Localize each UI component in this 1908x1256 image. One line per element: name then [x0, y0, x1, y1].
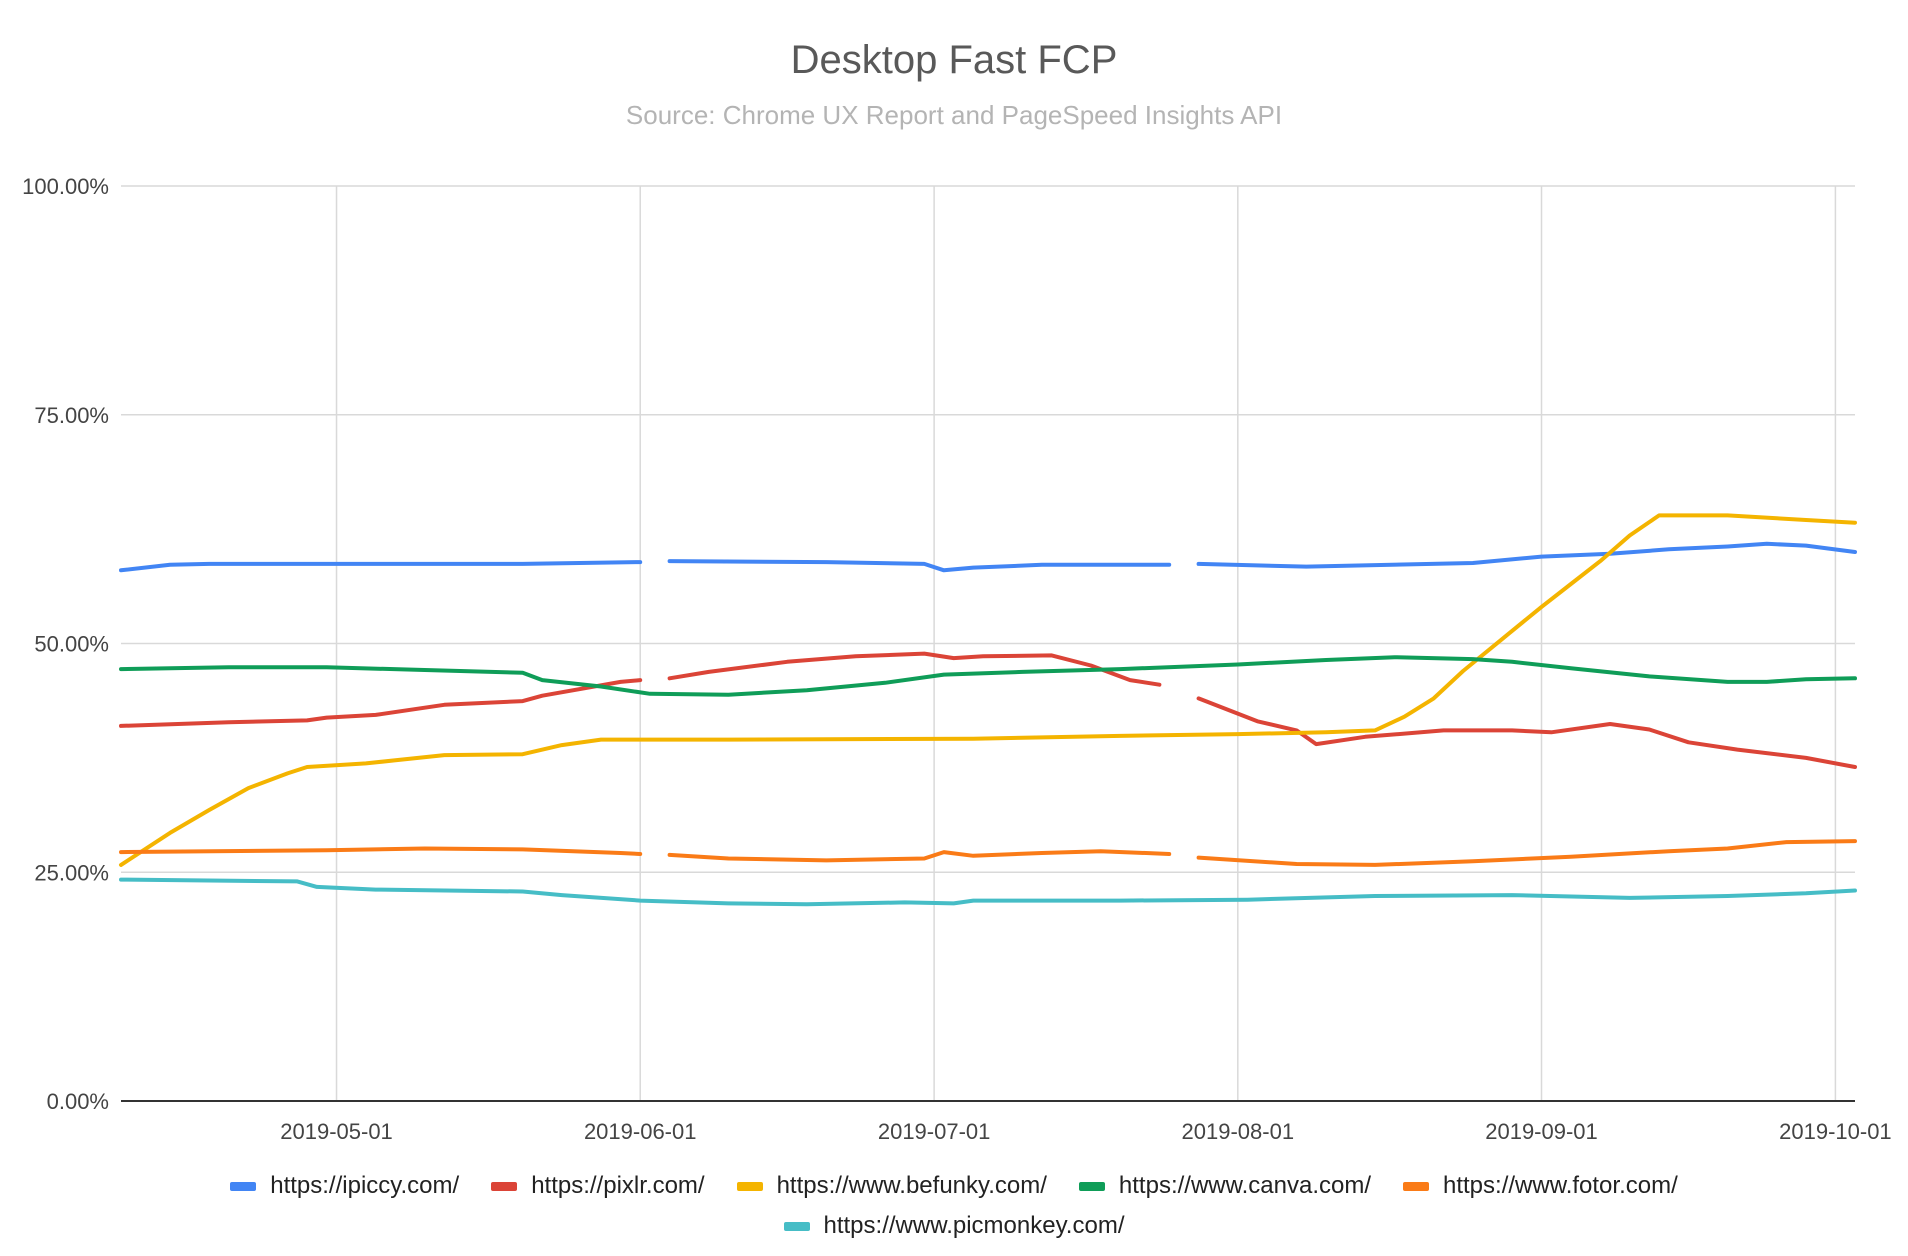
legend-item[interactable]: https://www.canva.com/ [1078, 1172, 1371, 1200]
series-line-1 [119, 678, 643, 728]
y-tick-label: 50.00% [34, 632, 109, 657]
legend-swatch [230, 1181, 257, 1191]
legend-label: https://pixlr.com/ [531, 1172, 705, 1199]
y-tick-label: 25.00% [34, 860, 109, 885]
series-line-3 [119, 655, 1857, 697]
grid-lines [121, 185, 1855, 1101]
series-line-4 [1196, 839, 1857, 867]
x-tick-label: 2019-10-01 [1779, 1119, 1892, 1144]
x-tick-label: 2019-06-01 [584, 1119, 697, 1144]
chart-subtitle: Source: Chrome UX Report and PageSpeed I… [625, 100, 1283, 130]
y-tick-label: 100.00% [22, 174, 109, 199]
x-tick-label: 2019-05-01 [280, 1119, 393, 1144]
series-line-2 [119, 513, 1857, 867]
chart-legend: https://ipiccy.com/https://pixlr.com/htt… [0, 1172, 1908, 1240]
x-tick-label: 2019-08-01 [1182, 1119, 1295, 1144]
chart-title: Desktop Fast FCP [790, 38, 1118, 82]
legend-item[interactable]: https://www.picmonkey.com/ [783, 1212, 1125, 1240]
legend-swatch [783, 1221, 810, 1231]
legend-label: https://www.fotor.com/ [1443, 1172, 1678, 1199]
axes: 0.00% 25.00% 50.00% 75.00% 100.00% 2019-05-01… [22, 174, 1892, 1144]
legend-swatch [736, 1181, 763, 1191]
legend-label: https://ipiccy.com/ [270, 1172, 460, 1199]
series-line-0 [119, 560, 643, 573]
legend-swatch [1078, 1181, 1105, 1191]
legend-swatch [1403, 1181, 1429, 1191]
legend-label: https://www.picmonkey.com/ [823, 1212, 1125, 1239]
y-tick-label: 0.00% [47, 1089, 109, 1114]
legend-label: https://www.befunky.com/ [776, 1172, 1047, 1199]
legend-item[interactable]: https://www.befunky.com/ [736, 1172, 1047, 1200]
legend-item[interactable]: https://ipiccy.com/ [230, 1172, 459, 1200]
series-line-4 [667, 849, 1172, 863]
y-tick-label: 75.00% [34, 403, 109, 428]
series-line-0 [1196, 541, 1857, 569]
legend-item[interactable]: https://pixlr.com/ [491, 1172, 705, 1200]
series-line-0 [667, 559, 1172, 573]
legend-item[interactable]: https://www.fotor.com/ [1403, 1172, 1678, 1200]
series-line-5 [119, 877, 1857, 907]
x-tick-label: 2019-07-01 [878, 1119, 991, 1144]
legend-swatch [491, 1181, 518, 1191]
x-tick-label: 2019-09-01 [1485, 1119, 1598, 1144]
series-line-4 [119, 846, 643, 856]
legend-label: https://www.canva.com/ [1118, 1172, 1371, 1199]
series-lines [119, 513, 1857, 907]
